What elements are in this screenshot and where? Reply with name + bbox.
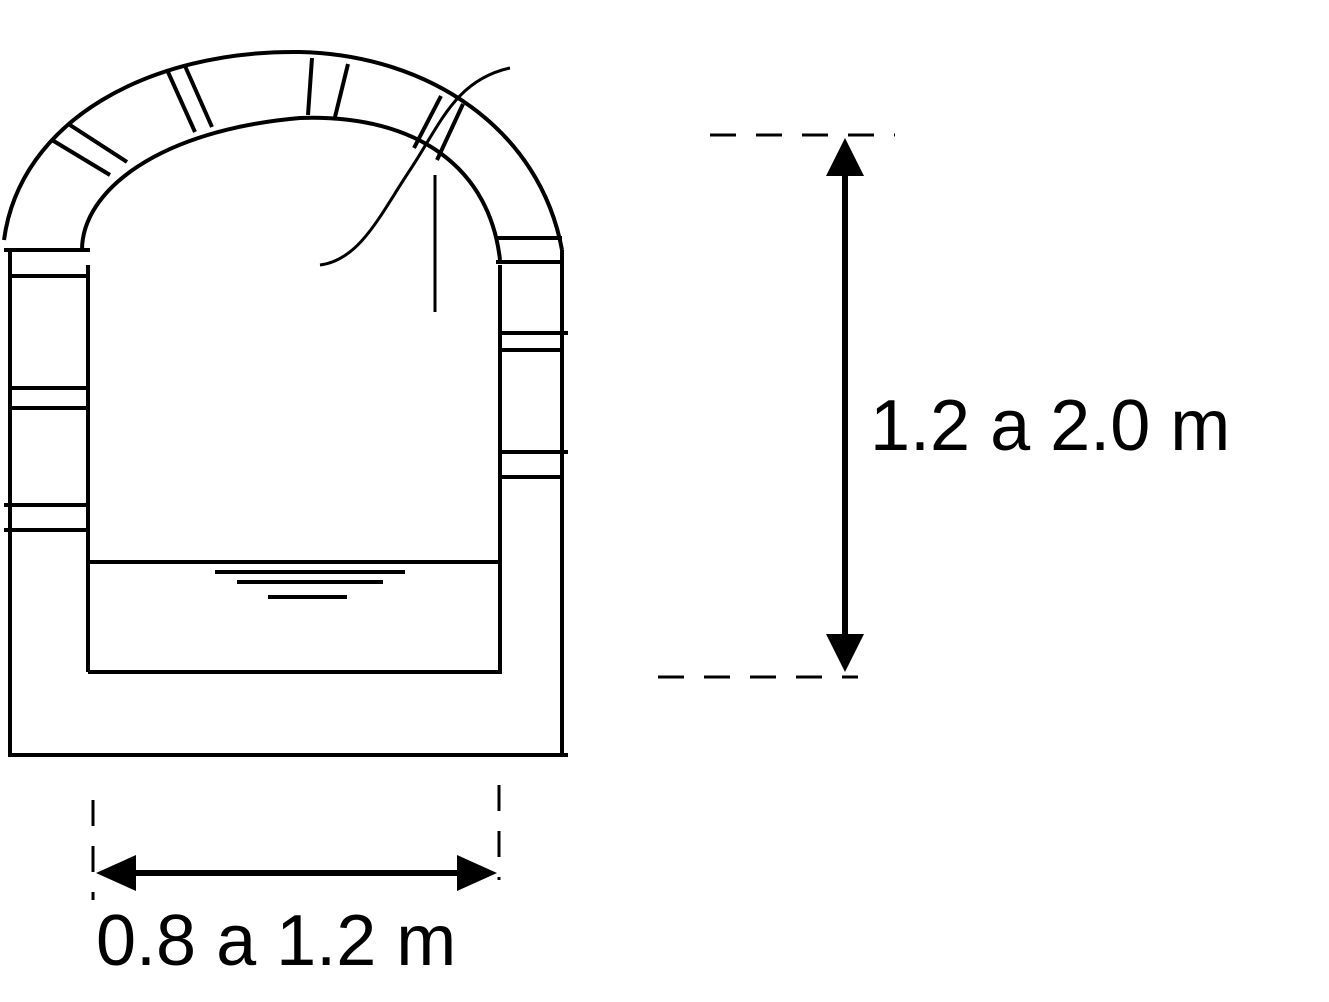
right-wall-courses (496, 236, 568, 479)
arch-voussoir-joints (50, 57, 465, 177)
height-arrow-down-icon (826, 634, 864, 672)
width-arrow-left-icon (96, 855, 136, 891)
crack-line (319, 66, 511, 267)
inner-arch (80, 115, 502, 261)
height-label: 1.2 a 2.0 m (870, 386, 1230, 466)
width-label: 0.8 a 1.2 m (96, 901, 456, 981)
left-wall-courses (4, 248, 90, 532)
width-arrow-right-icon (457, 855, 497, 891)
height-arrow-up-icon (826, 138, 864, 176)
water-level-symbol (215, 570, 405, 599)
outer-arch (2, 49, 564, 251)
